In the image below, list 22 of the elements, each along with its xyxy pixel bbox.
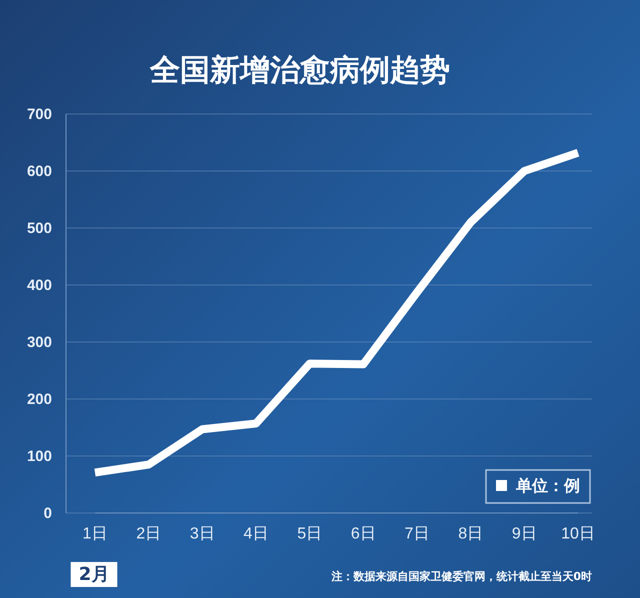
y-tick-label: 200 — [26, 390, 52, 408]
x-tick-label: 3日 — [190, 525, 215, 542]
y-tick-label: 0 — [44, 504, 52, 522]
legend-label: 单位：例 — [515, 476, 580, 495]
y-tick-label: 500 — [26, 220, 52, 237]
y-tick-label: 300 — [26, 334, 52, 351]
y-tick-label: 100 — [26, 448, 52, 465]
x-tick-label: 7日 — [404, 525, 430, 542]
x-tick-label: 2日 — [136, 525, 162, 542]
x-tick-label: 5日 — [297, 525, 322, 542]
x-tick-label: 4日 — [244, 525, 268, 542]
chart-title: 全国新增治愈病例趋势 — [149, 53, 450, 88]
x-tick-label: 6日 — [350, 525, 376, 542]
y-tick-label: 600 — [26, 162, 52, 180]
y-tick-label: 400 — [26, 276, 52, 294]
x-tick-label: 10日 — [561, 525, 595, 542]
x-tick-label: 1日 — [82, 525, 108, 542]
y-tick-label: 700 — [26, 106, 52, 123]
x-axis-title: 2月 — [78, 564, 110, 585]
text: 注：数据来源自国家卫健委官网，统计截止至当天0时 — [330, 570, 592, 583]
x-tick-label: 8日 — [458, 525, 484, 542]
x-tick-label: 9日 — [512, 525, 537, 542]
